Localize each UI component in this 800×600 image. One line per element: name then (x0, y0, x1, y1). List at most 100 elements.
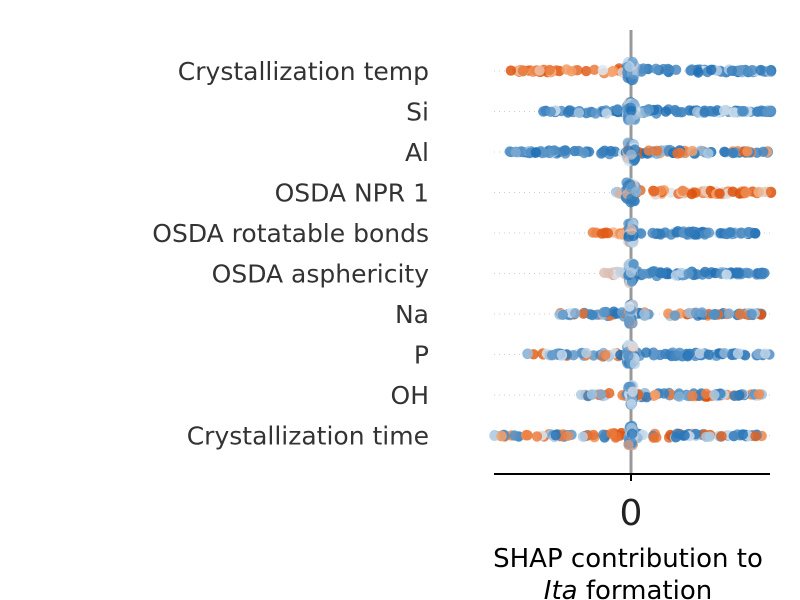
shap-point (669, 310, 681, 321)
shap-point (561, 64, 572, 75)
shap-point (756, 268, 767, 279)
feature-label: Crystallization time (187, 422, 429, 451)
shap-point (573, 107, 585, 118)
shap-point (625, 267, 637, 278)
feature-row-points (599, 258, 770, 289)
shap-point (505, 65, 517, 76)
shap-point (742, 146, 753, 157)
shap-point (750, 431, 761, 442)
shap-point (560, 145, 571, 156)
shap-point (650, 389, 661, 401)
shap-point (723, 308, 735, 319)
shap-point (683, 268, 694, 279)
shap-point (692, 106, 703, 118)
shap-point (605, 145, 616, 157)
feature-label: Si (406, 98, 429, 127)
shap-point (700, 388, 712, 399)
shap-point (684, 348, 695, 359)
shap-point (587, 309, 598, 321)
shap-point (538, 106, 549, 117)
shap-point (627, 428, 638, 439)
shap-point (522, 348, 533, 359)
shap-point (603, 268, 614, 279)
shap-point (629, 358, 641, 370)
shap-point (729, 390, 740, 401)
shap-point (647, 266, 658, 277)
shap-point (694, 348, 705, 359)
shap-point (544, 64, 555, 76)
shap-point (612, 104, 623, 116)
shap-point (606, 428, 617, 439)
feature-row-points (554, 299, 767, 329)
shap-point (626, 224, 637, 236)
shap-point (578, 308, 589, 319)
shap-point (660, 106, 671, 117)
feature-label: Na (395, 300, 429, 329)
shap-point (755, 64, 766, 76)
shap-point (737, 429, 749, 440)
shap-point (581, 65, 592, 77)
shap-point (510, 147, 521, 158)
x-axis-label-line2: Ita formation (544, 576, 712, 600)
shap-point (679, 430, 690, 441)
shap-point (624, 301, 635, 312)
shap-point (650, 63, 662, 74)
shap-point (734, 267, 745, 279)
shap-point (595, 389, 607, 400)
shap-point (648, 186, 660, 197)
shap-point (544, 147, 555, 159)
shap-point (625, 114, 636, 125)
feature-row-points (538, 97, 777, 126)
shap-point (589, 64, 600, 76)
shap-point (765, 105, 777, 116)
shap-point (641, 392, 652, 403)
shap-point (627, 341, 639, 352)
shap-point (601, 108, 612, 119)
feature-row-points (505, 56, 777, 86)
shap-point (671, 106, 682, 118)
shap-point (658, 388, 670, 399)
shap-point (545, 106, 556, 118)
shap-point (719, 347, 730, 359)
shap-point (708, 309, 719, 320)
shap-point (615, 267, 626, 278)
shap-point (719, 146, 730, 157)
shap-point (662, 63, 674, 75)
shap-point (716, 431, 727, 442)
shap-point (596, 228, 608, 239)
shap-point (687, 145, 698, 157)
shap-point (570, 308, 581, 319)
shap-point (732, 348, 744, 359)
shap-point (588, 429, 599, 441)
shap-point (496, 430, 507, 442)
shap-point (597, 64, 609, 76)
shap-point (623, 350, 634, 361)
shap-point (699, 266, 711, 278)
shap-point (577, 431, 588, 442)
shap-point (709, 389, 720, 401)
shap-point (734, 309, 746, 320)
shap-point (550, 430, 561, 441)
shap-point (693, 67, 704, 78)
shap-point (765, 186, 777, 197)
shap-point (604, 388, 615, 399)
shap-point (727, 186, 738, 197)
shap-point (703, 227, 715, 238)
shap-point (703, 148, 714, 159)
shap-point (674, 391, 685, 402)
feature-row-points (489, 420, 767, 451)
shap-point (728, 107, 739, 118)
x-tick-label: 0 (620, 493, 643, 534)
feature-label: OSDA NPR 1 (275, 179, 429, 208)
shap-point (721, 269, 732, 280)
shap-point (651, 145, 663, 156)
shap-point (639, 308, 650, 319)
x-ticks: 0 (620, 474, 643, 534)
shap-point (586, 389, 598, 400)
shap-point (753, 186, 764, 198)
shap-point (656, 268, 668, 279)
shap-point (534, 65, 545, 76)
shap-point (517, 65, 528, 77)
shap-point (721, 228, 733, 240)
